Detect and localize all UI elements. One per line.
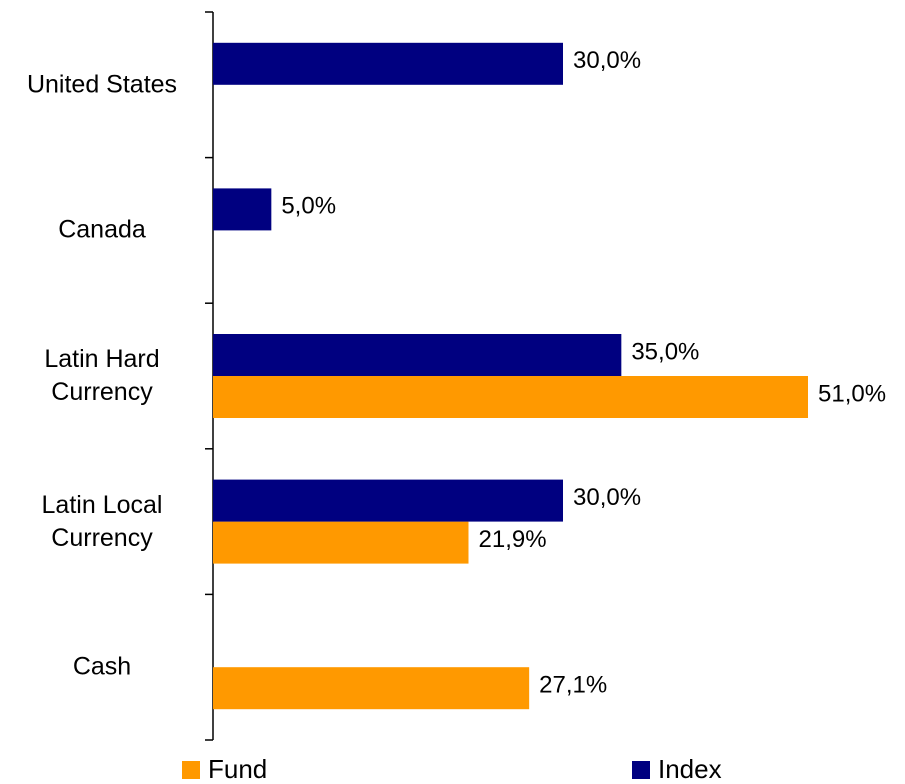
value-label: 30,0% — [573, 484, 641, 511]
category-label: Latin Hard Currency — [44, 345, 160, 406]
bar — [213, 521, 469, 564]
bar — [213, 42, 563, 85]
value-label: 35,0% — [631, 338, 699, 365]
value-label: 30,0% — [573, 47, 641, 74]
legend-label: Fund — [208, 754, 267, 784]
bar — [213, 188, 272, 231]
category-label: Latin Local Currency — [41, 490, 163, 552]
bar — [213, 479, 563, 522]
legend-label: Index — [658, 754, 722, 784]
bar — [213, 334, 622, 376]
category-label: Canada — [58, 215, 146, 244]
value-label: 21,9% — [479, 526, 547, 553]
bar — [213, 667, 530, 710]
category-label: United States — [26, 70, 178, 99]
category-label: Cash — [72, 652, 132, 681]
legend-swatch — [182, 761, 200, 779]
bar — [213, 376, 808, 418]
legend-swatch — [632, 761, 650, 779]
value-label: 5,0% — [281, 193, 336, 220]
value-label: 27,1% — [539, 672, 607, 699]
value-label: 51,0% — [818, 380, 886, 407]
